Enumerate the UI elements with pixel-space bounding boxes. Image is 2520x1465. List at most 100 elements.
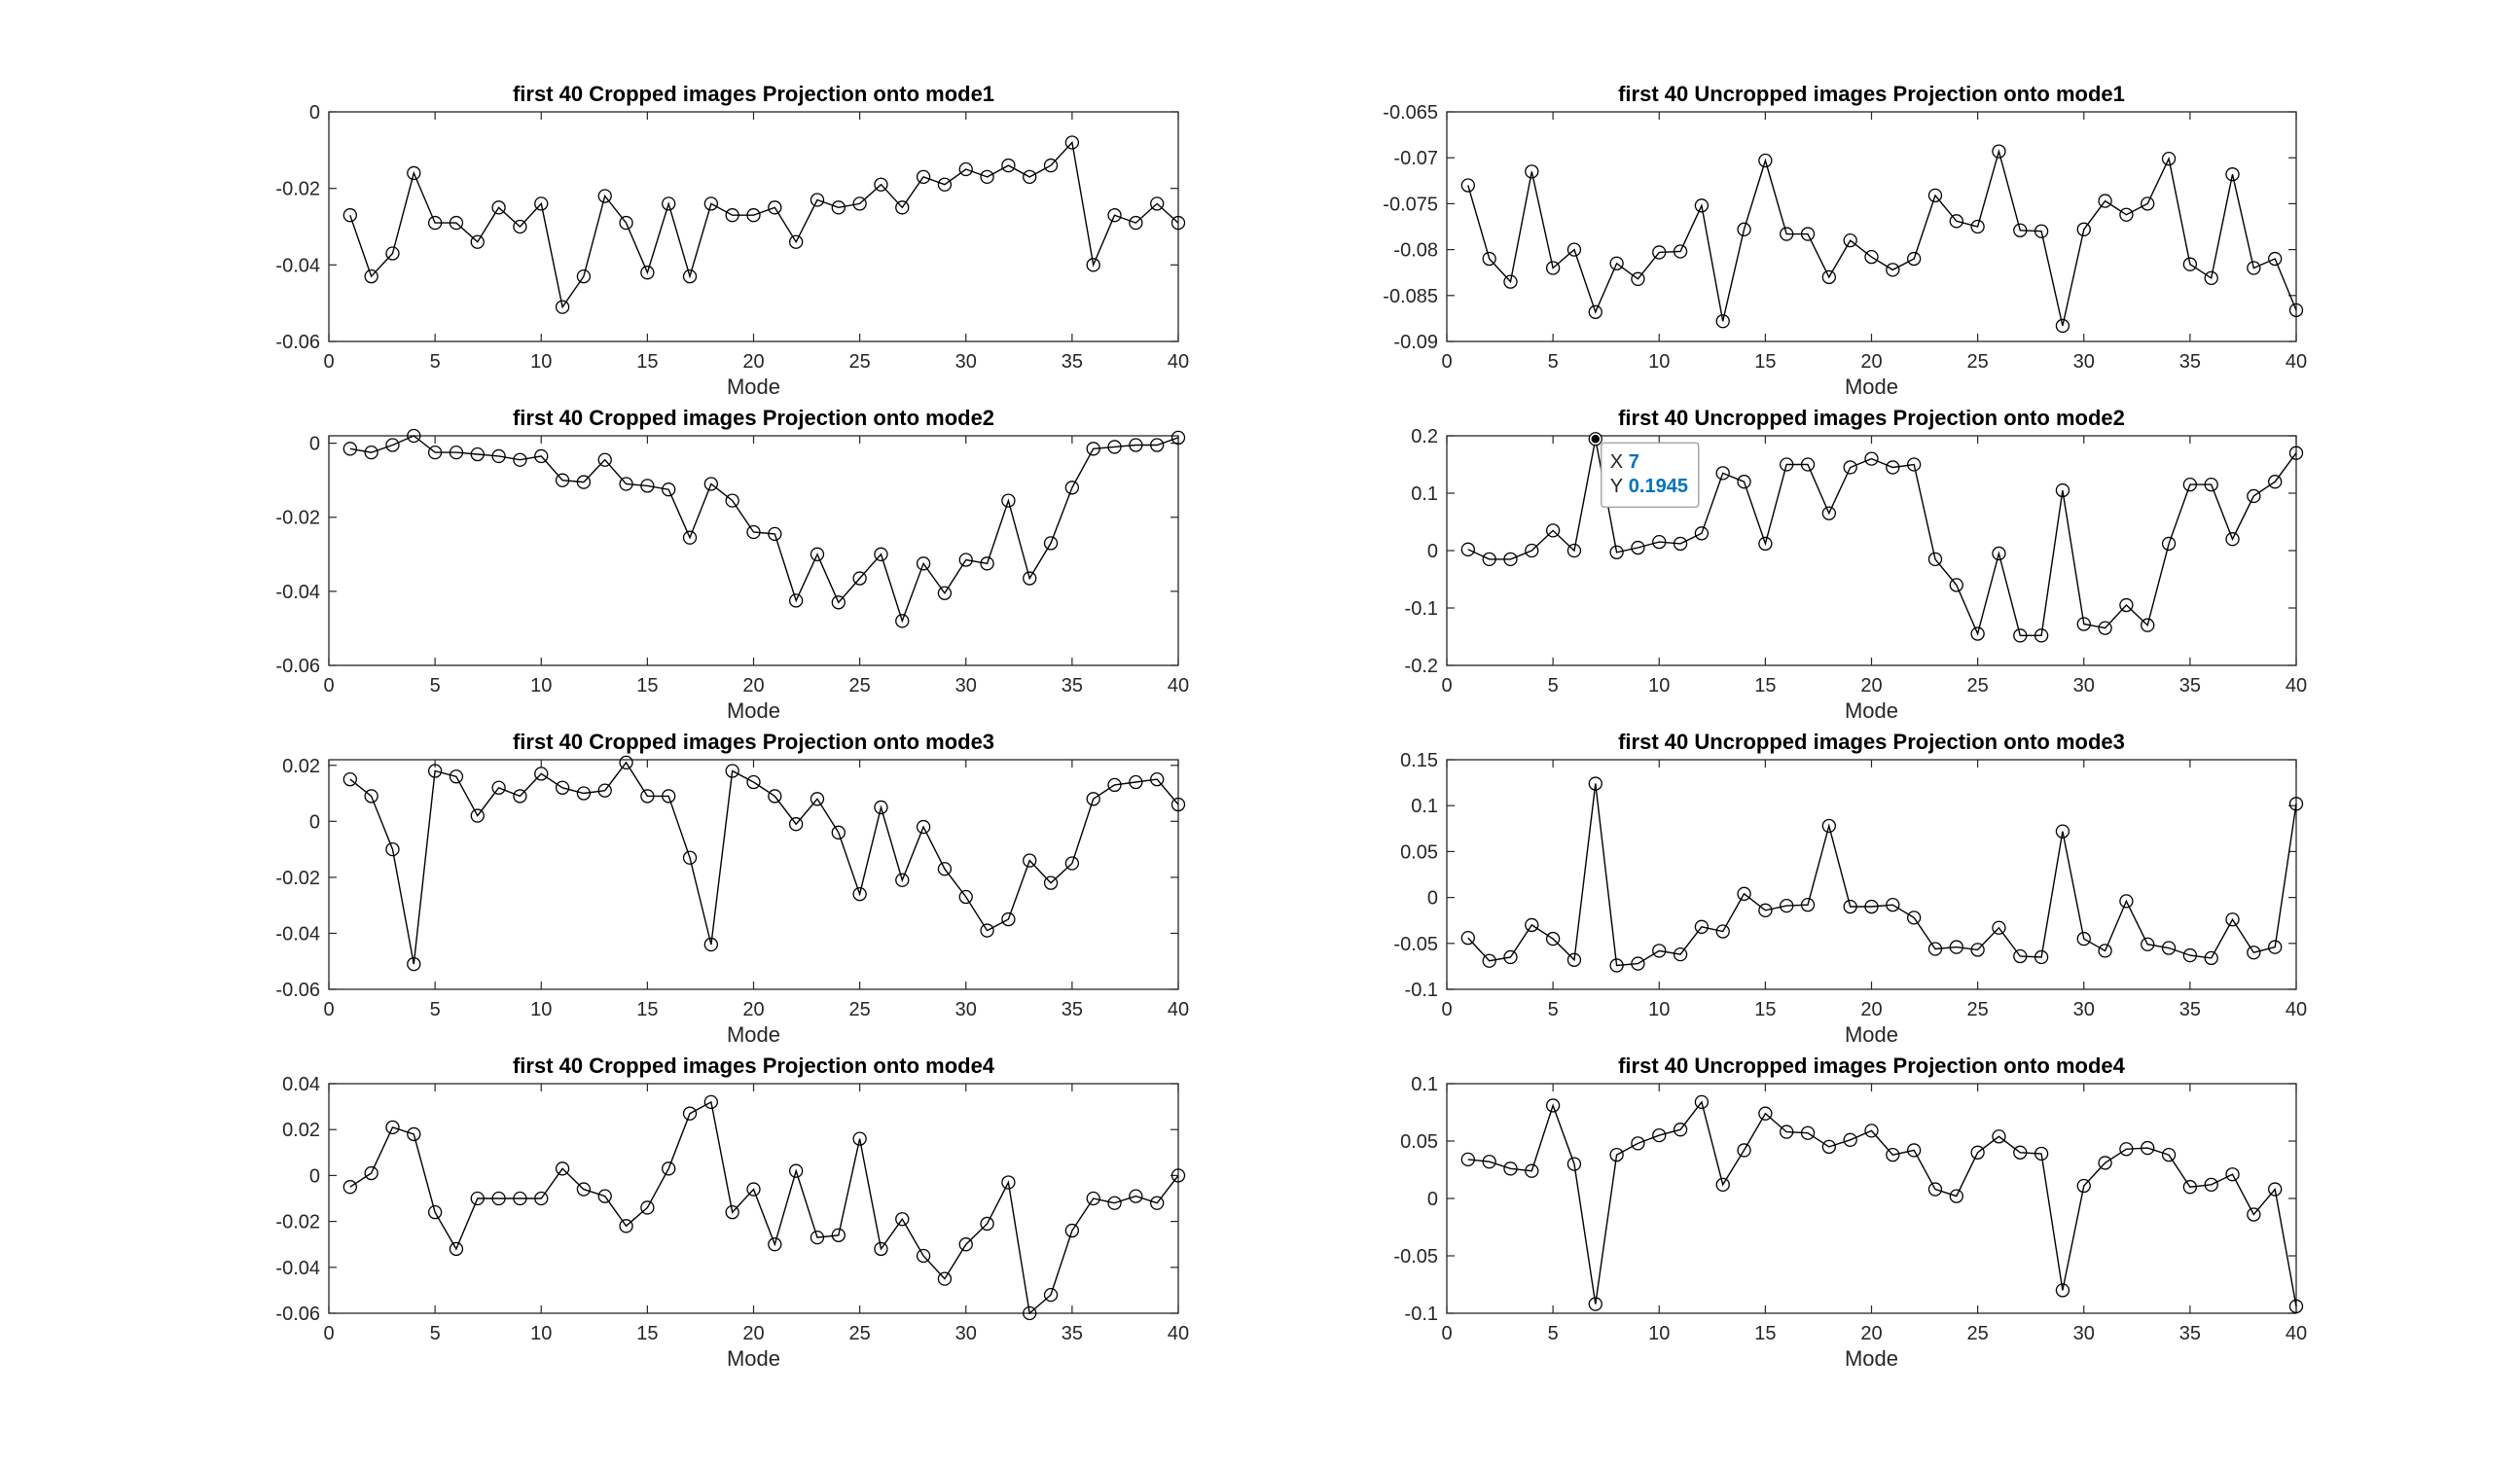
data-point[interactable] xyxy=(470,1191,485,1206)
data-point[interactable] xyxy=(491,200,506,215)
data-point[interactable] xyxy=(1107,440,1122,454)
data-point[interactable] xyxy=(1170,215,1186,231)
data-point[interactable] xyxy=(1864,1124,1879,1138)
data-point[interactable] xyxy=(1150,771,1165,787)
data-point[interactable] xyxy=(1886,460,1900,475)
data-point[interactable] xyxy=(1609,1148,1624,1162)
data-point[interactable] xyxy=(980,1216,994,1232)
data-point[interactable] xyxy=(342,1180,357,1195)
data-point[interactable] xyxy=(555,473,570,487)
data-point[interactable] xyxy=(831,200,846,215)
data-point[interactable] xyxy=(874,547,888,561)
data-point[interactable] xyxy=(1907,251,1922,267)
data-point[interactable] xyxy=(1023,571,1037,586)
data-point[interactable] xyxy=(2288,1299,2304,1314)
data-point[interactable] xyxy=(619,1219,633,1233)
data-point[interactable] xyxy=(449,445,464,460)
data-point[interactable] xyxy=(682,1106,698,1121)
data-point[interactable] xyxy=(1086,258,1100,272)
data-point[interactable] xyxy=(364,1165,378,1181)
data-point[interactable] xyxy=(576,475,592,489)
data-point[interactable] xyxy=(2034,949,2049,965)
data-point[interactable] xyxy=(2161,536,2177,552)
data-point[interactable] xyxy=(852,1131,867,1146)
data-point[interactable] xyxy=(874,177,888,192)
data-point[interactable] xyxy=(1927,188,1943,203)
data-point[interactable] xyxy=(449,215,464,231)
data-point[interactable] xyxy=(1694,919,1710,934)
data-point[interactable] xyxy=(342,771,357,787)
data-point[interactable] xyxy=(1970,1145,1985,1160)
data-point[interactable] xyxy=(1064,1223,1080,1238)
datatip[interactable]: X 7 Y 0.1945 xyxy=(1590,433,1700,508)
data-point[interactable] xyxy=(1780,457,1794,472)
data-point[interactable] xyxy=(1588,1297,1602,1311)
data-point[interactable] xyxy=(958,1237,973,1252)
data-point[interactable] xyxy=(1821,506,1836,520)
data-point[interactable] xyxy=(2247,1207,2261,1222)
data-point[interactable] xyxy=(555,780,570,795)
data-point[interactable] xyxy=(1588,432,1602,447)
data-point[interactable] xyxy=(2076,1178,2091,1194)
data-point[interactable] xyxy=(1886,898,1900,912)
data-point[interactable] xyxy=(789,234,804,249)
data-point[interactable] xyxy=(1821,269,1836,285)
data-point[interactable] xyxy=(2076,617,2091,631)
data-point[interactable] xyxy=(895,200,910,215)
data-point[interactable] xyxy=(2098,1156,2112,1170)
data-point[interactable] xyxy=(1129,215,1143,231)
data-point[interactable] xyxy=(1566,1157,1582,1171)
data-point[interactable] xyxy=(576,1182,592,1197)
data-point[interactable] xyxy=(1064,856,1080,871)
data-point[interactable] xyxy=(619,477,633,491)
data-point[interactable] xyxy=(1737,886,1751,901)
data-point[interactable] xyxy=(1525,164,1539,179)
data-point[interactable] xyxy=(1992,920,2006,935)
data-point[interactable] xyxy=(1886,263,1900,277)
data-point[interactable] xyxy=(1800,227,1816,241)
data-point[interactable] xyxy=(1609,545,1624,559)
data-point[interactable] xyxy=(470,447,485,462)
data-point[interactable] xyxy=(1843,233,1857,248)
data-point[interactable] xyxy=(1588,776,1602,791)
data-point[interactable] xyxy=(937,177,953,192)
data-point[interactable] xyxy=(2204,950,2218,966)
data-point[interactable] xyxy=(491,780,506,795)
data-point[interactable] xyxy=(513,789,527,804)
data-point[interactable] xyxy=(1843,460,1857,475)
data-point[interactable] xyxy=(1086,442,1100,456)
data-point[interactable] xyxy=(2288,797,2304,811)
data-point[interactable] xyxy=(1652,245,1667,260)
data-point[interactable] xyxy=(682,850,698,865)
data-point[interactable] xyxy=(1800,457,1816,472)
data-point[interactable] xyxy=(1758,153,1773,168)
data-point[interactable] xyxy=(1482,251,1496,267)
data-point[interactable] xyxy=(895,1212,910,1227)
data-point[interactable] xyxy=(1482,1155,1496,1169)
data-point[interactable] xyxy=(576,786,592,801)
data-point[interactable] xyxy=(1758,536,1773,552)
data-point[interactable] xyxy=(1992,1129,2006,1144)
data-point[interactable] xyxy=(1673,947,1688,962)
data-point[interactable] xyxy=(513,1191,527,1206)
data-point[interactable] xyxy=(1043,875,1059,890)
data-point[interactable] xyxy=(1086,1191,1100,1206)
data-point[interactable] xyxy=(449,769,464,784)
data-point[interactable] xyxy=(1715,924,1730,939)
data-point[interactable] xyxy=(2055,824,2070,839)
data-point[interactable] xyxy=(1525,917,1539,933)
data-point[interactable] xyxy=(2225,1167,2240,1182)
data-point[interactable] xyxy=(1843,899,1857,914)
data-point[interactable] xyxy=(682,268,698,284)
data-point[interactable] xyxy=(1170,430,1186,446)
data-point[interactable] xyxy=(342,208,357,223)
data-point[interactable] xyxy=(916,169,931,185)
data-point[interactable] xyxy=(1086,792,1100,806)
data-point[interactable] xyxy=(1886,1148,1900,1162)
data-point[interactable] xyxy=(1694,1094,1710,1110)
data-point[interactable] xyxy=(1631,540,1645,555)
data-point[interactable] xyxy=(513,219,527,234)
data-point[interactable] xyxy=(1460,1152,1475,1167)
data-point[interactable] xyxy=(789,593,804,608)
data-point[interactable] xyxy=(491,448,506,464)
